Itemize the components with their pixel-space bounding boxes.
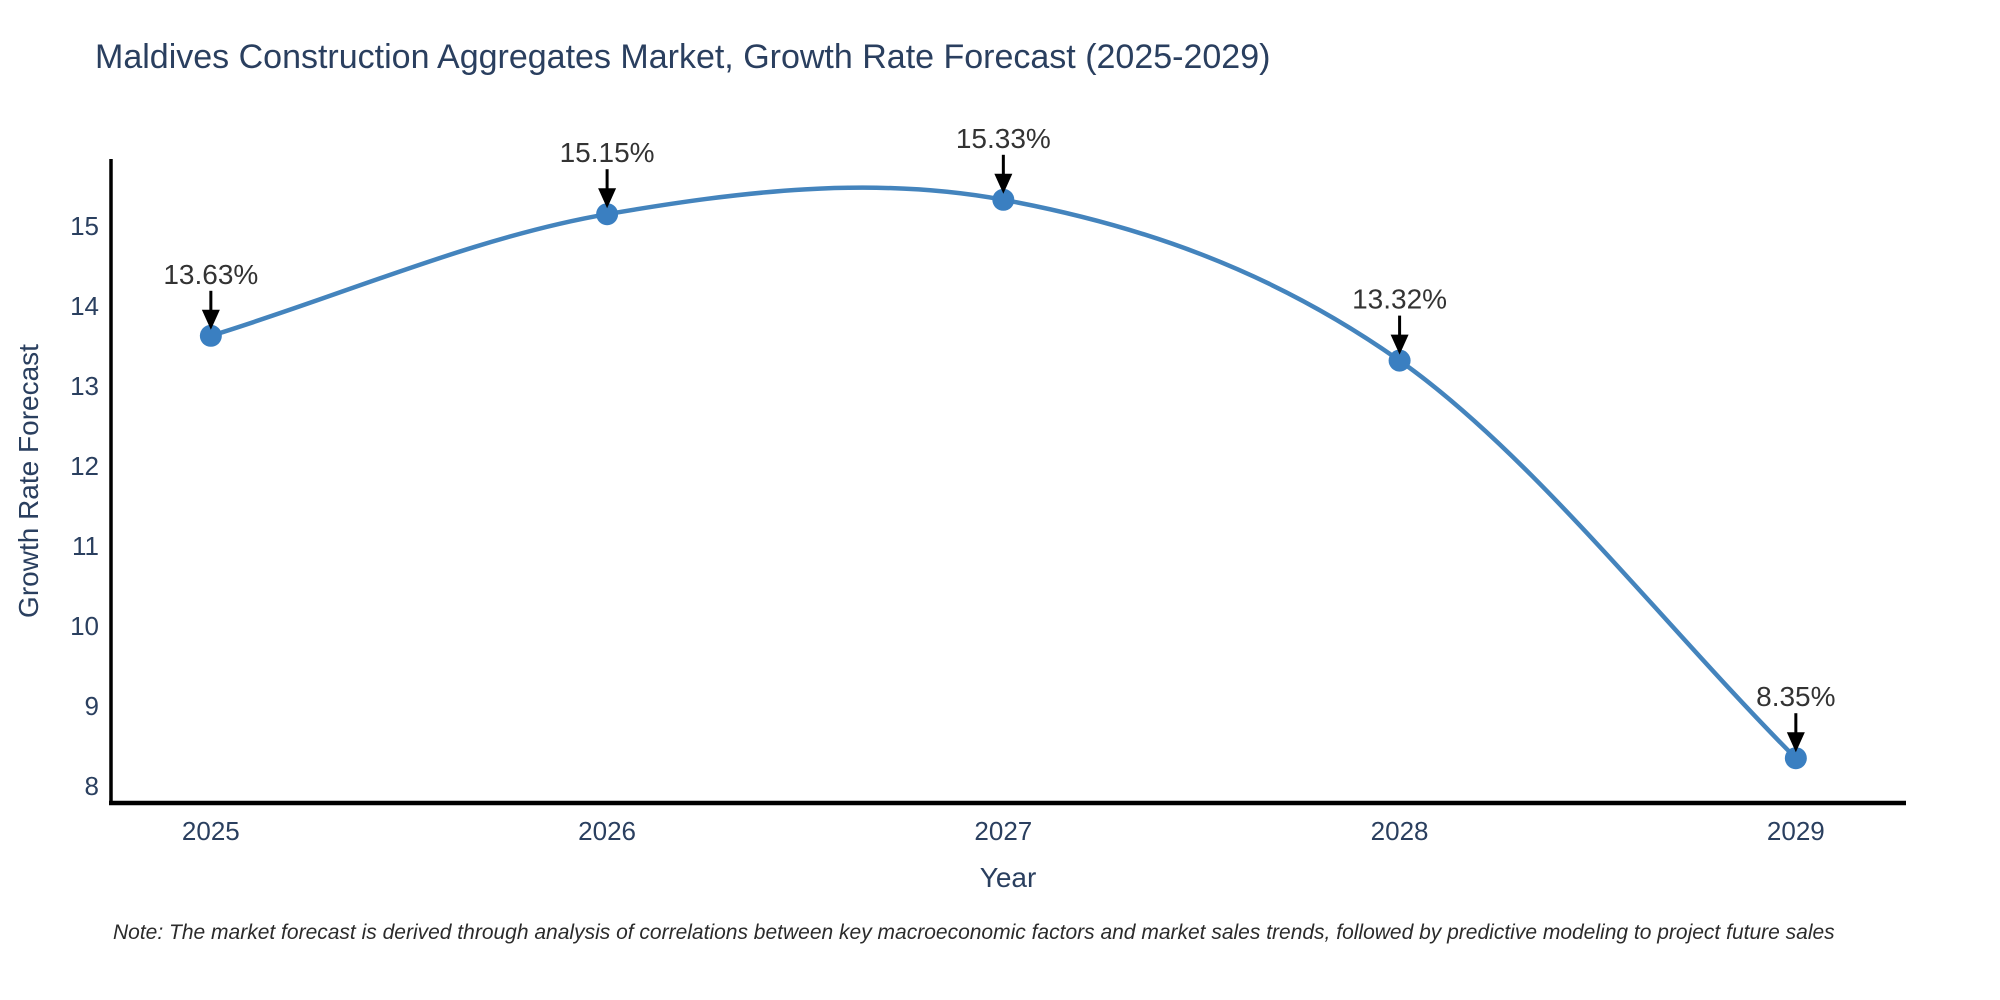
x-tick-label: 2027 <box>974 816 1032 846</box>
y-tick-label: 10 <box>70 611 99 641</box>
data-point <box>199 324 222 347</box>
annotation-arrowhead <box>598 188 617 209</box>
annotation-arrowhead <box>1786 732 1805 753</box>
data-point <box>992 188 1015 211</box>
annotation-arrowhead <box>1390 334 1409 355</box>
y-axis-title: Growth Rate Forecast <box>13 344 44 618</box>
x-tick-label: 2026 <box>578 816 636 846</box>
annotation-label: 15.33% <box>956 123 1051 154</box>
annotation-label: 8.35% <box>1756 681 1835 712</box>
annotation-arrowhead <box>201 309 220 330</box>
chart-title: Maldives Construction Aggregates Market,… <box>95 38 1271 76</box>
annotation-arrowhead <box>994 173 1013 194</box>
x-tick-label: 2025 <box>182 816 240 846</box>
x-axis-title: Year <box>979 862 1037 893</box>
y-tick-label: 13 <box>70 371 99 401</box>
x-tick-label: 2029 <box>1767 816 1825 846</box>
data-point <box>1784 747 1807 770</box>
y-tick-label: 14 <box>70 291 99 321</box>
y-tick-label: 11 <box>72 531 99 561</box>
y-tick-label: 9 <box>85 691 99 721</box>
x-tick-label: 2028 <box>1371 816 1429 846</box>
data-point <box>596 203 619 226</box>
annotation-label: 15.15% <box>560 137 655 168</box>
footnote: Note: The market forecast is derived thr… <box>113 921 1835 944</box>
annotation-label: 13.32% <box>1352 284 1447 315</box>
y-tick-label: 8 <box>85 771 99 801</box>
data-point <box>1388 349 1411 372</box>
annotation-label: 13.63% <box>163 259 258 290</box>
forecast-line <box>208 185 1799 761</box>
y-tick-label: 12 <box>70 451 99 481</box>
y-tick-label: 15 <box>70 211 99 241</box>
